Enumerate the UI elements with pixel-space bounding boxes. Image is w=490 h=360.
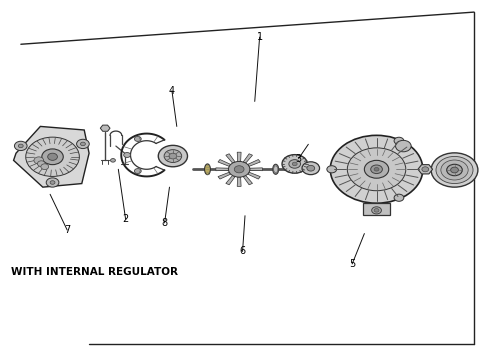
Circle shape: [307, 165, 315, 171]
Circle shape: [289, 159, 300, 168]
Circle shape: [365, 160, 389, 178]
Polygon shape: [247, 159, 260, 166]
Circle shape: [327, 166, 337, 173]
Circle shape: [46, 178, 59, 187]
Polygon shape: [226, 175, 235, 185]
Circle shape: [134, 168, 141, 174]
Circle shape: [394, 137, 404, 144]
Polygon shape: [216, 168, 228, 171]
Text: 8: 8: [162, 218, 168, 228]
Ellipse shape: [273, 164, 279, 174]
Polygon shape: [418, 165, 433, 174]
Circle shape: [372, 207, 381, 214]
Circle shape: [347, 148, 406, 191]
Polygon shape: [218, 172, 231, 179]
Circle shape: [134, 136, 141, 141]
Circle shape: [422, 167, 429, 172]
Circle shape: [76, 139, 89, 149]
Circle shape: [14, 141, 27, 150]
Circle shape: [26, 137, 79, 176]
Circle shape: [37, 161, 45, 167]
Circle shape: [330, 135, 423, 203]
Circle shape: [292, 162, 297, 166]
Text: 2: 2: [122, 214, 129, 224]
Text: 6: 6: [240, 247, 245, 256]
Circle shape: [111, 158, 116, 162]
Circle shape: [451, 167, 459, 173]
Text: 5: 5: [349, 259, 355, 269]
Circle shape: [169, 153, 177, 159]
Circle shape: [441, 160, 468, 180]
Text: 4: 4: [169, 86, 175, 96]
Circle shape: [34, 157, 44, 164]
Circle shape: [18, 144, 23, 148]
Text: 7: 7: [64, 225, 70, 235]
Circle shape: [80, 142, 85, 146]
Polygon shape: [247, 172, 260, 179]
Circle shape: [234, 166, 244, 173]
Text: 1: 1: [257, 32, 263, 42]
Circle shape: [228, 161, 250, 177]
Circle shape: [123, 153, 130, 157]
Circle shape: [50, 181, 55, 184]
Circle shape: [371, 165, 382, 174]
Polygon shape: [226, 154, 235, 163]
Circle shape: [395, 140, 411, 152]
Polygon shape: [14, 126, 89, 187]
Circle shape: [431, 153, 478, 187]
Text: WITH INTERNAL REGULATOR: WITH INTERNAL REGULATOR: [11, 267, 178, 277]
Circle shape: [394, 194, 404, 201]
Text: 3: 3: [295, 154, 302, 163]
Polygon shape: [250, 168, 263, 171]
Circle shape: [374, 208, 379, 212]
Circle shape: [436, 157, 473, 184]
Polygon shape: [243, 175, 252, 185]
Circle shape: [282, 155, 307, 173]
Circle shape: [42, 149, 63, 165]
Circle shape: [447, 164, 462, 176]
Polygon shape: [243, 154, 252, 163]
Polygon shape: [218, 159, 231, 166]
Circle shape: [374, 167, 379, 171]
Polygon shape: [100, 125, 110, 131]
Circle shape: [302, 162, 319, 175]
Ellipse shape: [204, 164, 210, 175]
Polygon shape: [237, 152, 241, 162]
Circle shape: [48, 153, 57, 160]
Polygon shape: [237, 177, 241, 186]
Polygon shape: [363, 203, 390, 215]
Circle shape: [158, 145, 188, 167]
Circle shape: [41, 164, 49, 170]
Circle shape: [164, 150, 182, 162]
